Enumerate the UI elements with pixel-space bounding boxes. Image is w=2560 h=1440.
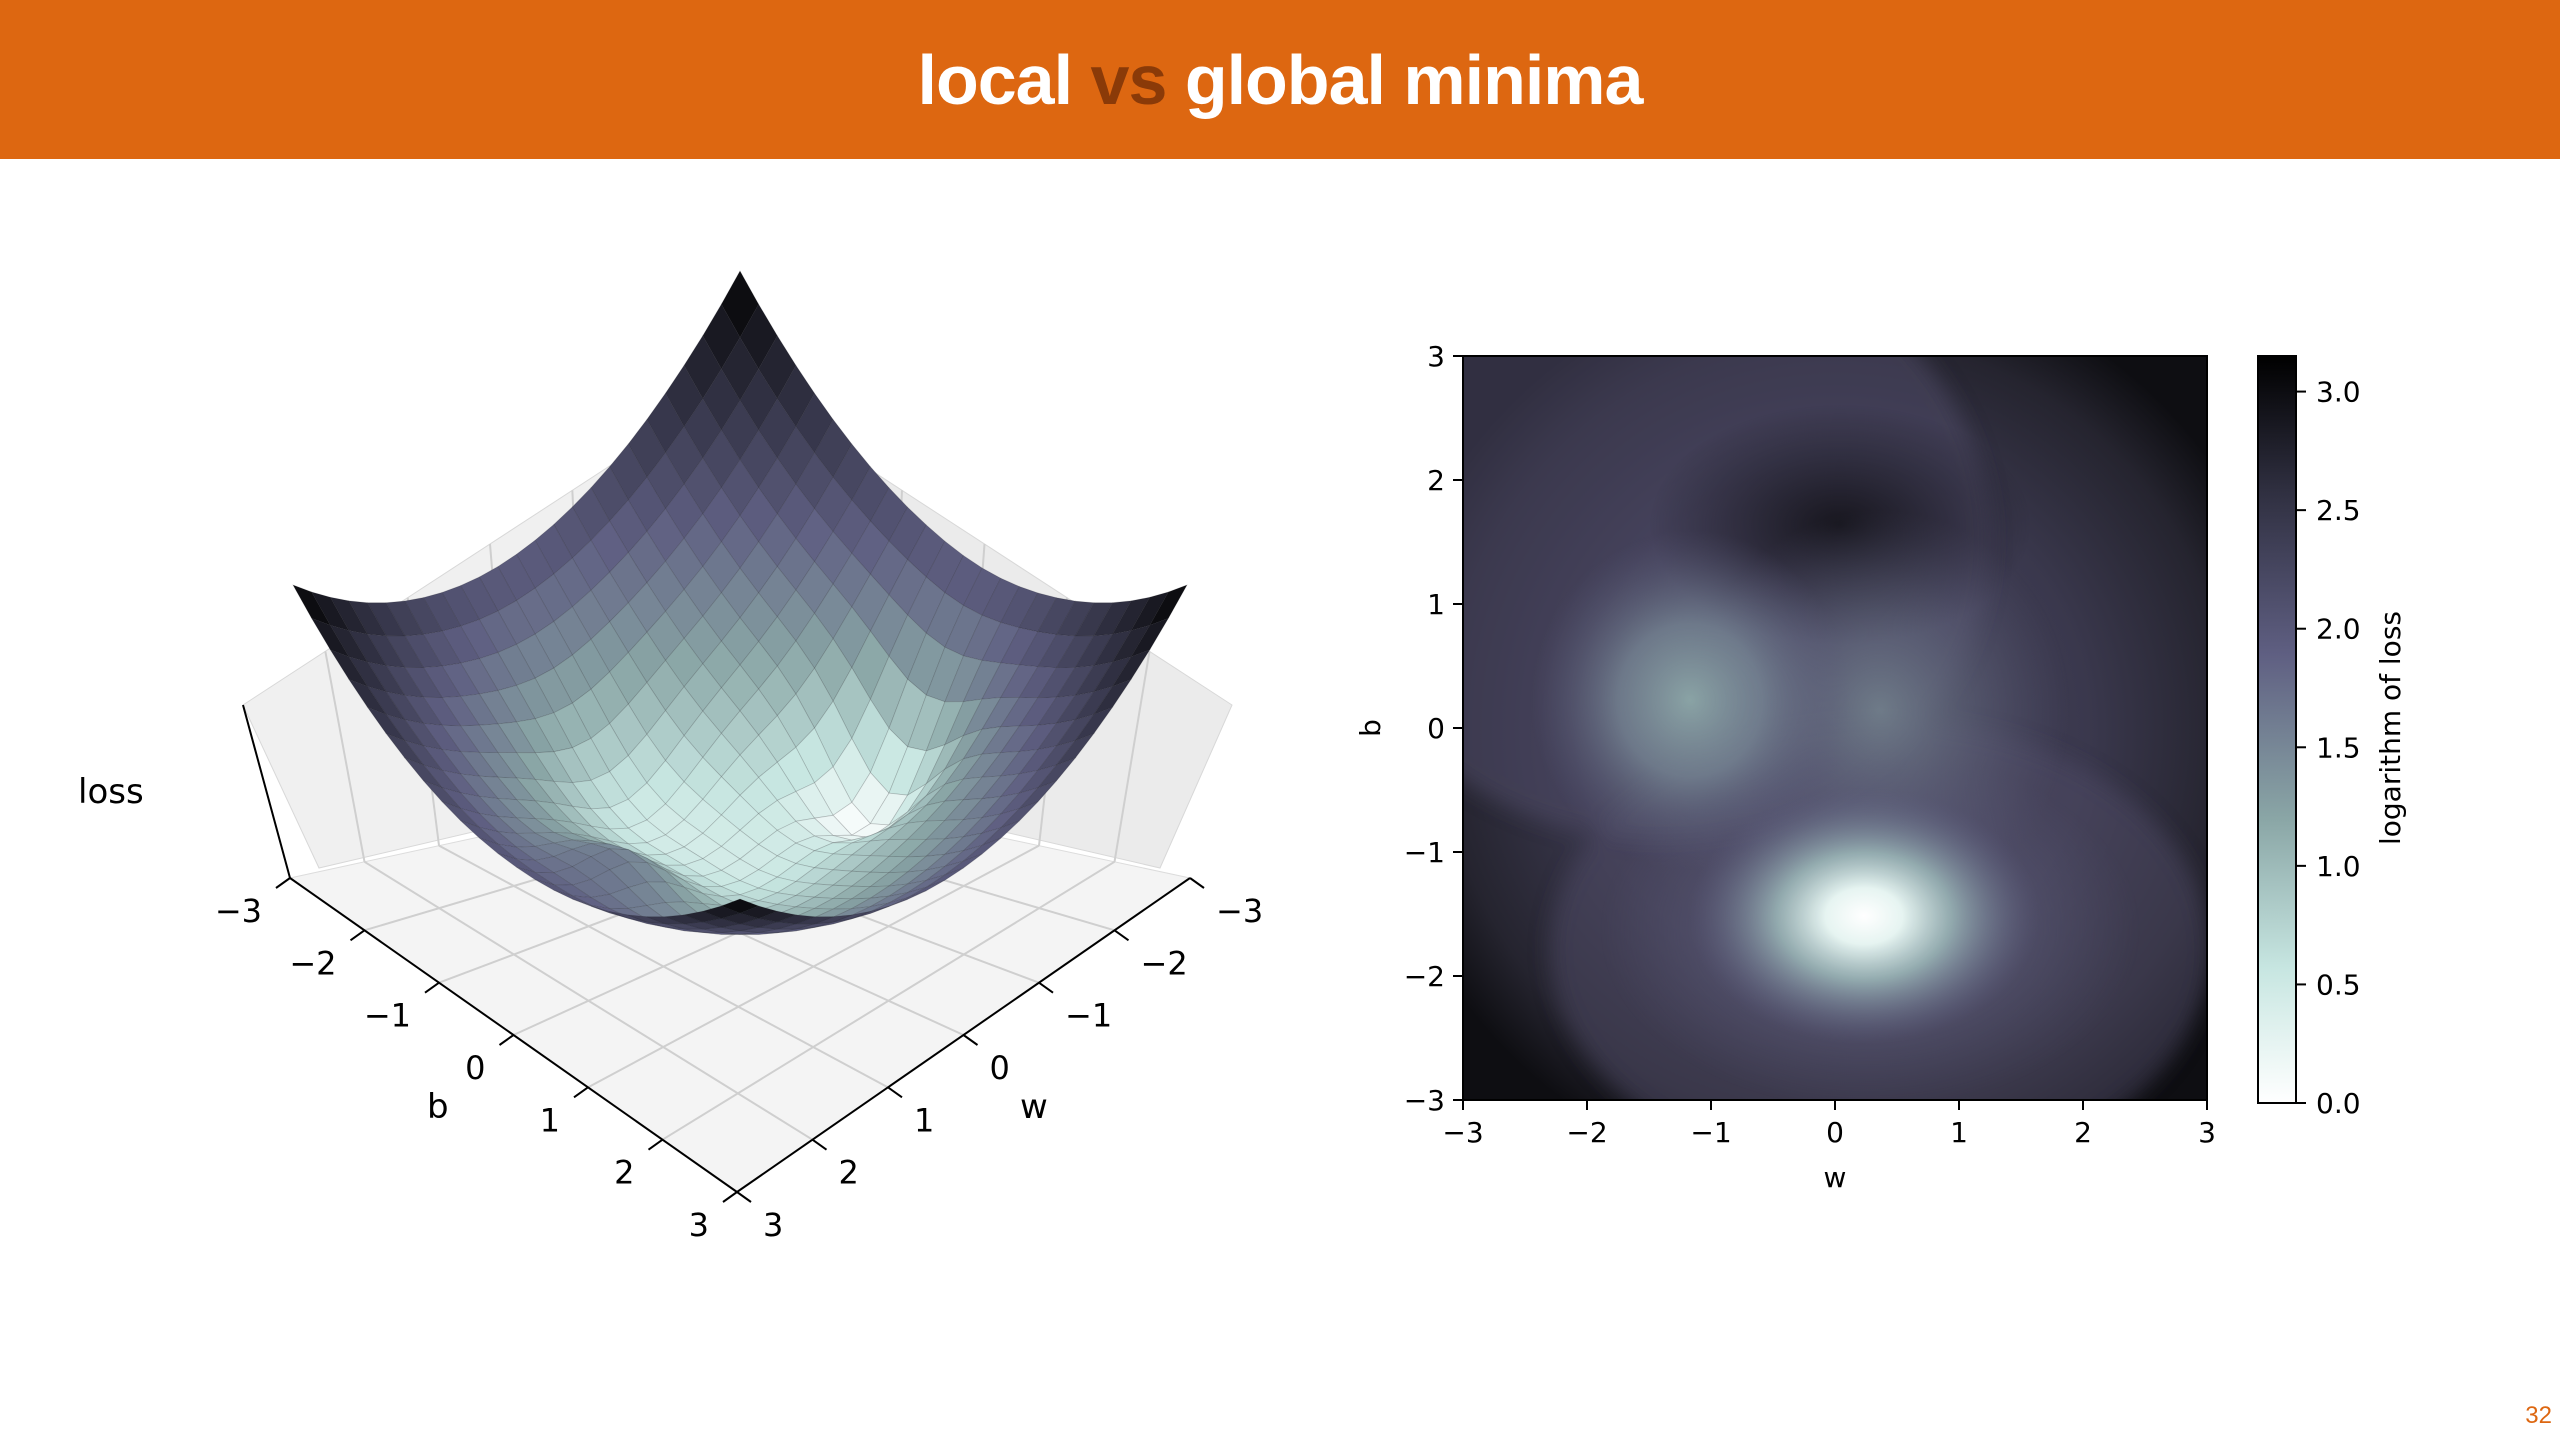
b-tick-mark [498,1034,515,1046]
heatmap-y-label: b [1354,719,1387,737]
heatmap-x-tick-label: −2 [1566,1116,1607,1149]
surface-facet [720,898,760,914]
heatmap-y-tick-label: 3 [1427,340,1445,373]
w-tick-mark [736,1191,752,1203]
b-tick-label: −3 [215,892,262,930]
heatmap-y-ticks: −3 −2 −1 0 1 2 3 [1404,340,1463,1117]
heatmap-x-tick-label: 0 [1826,1116,1844,1149]
colorbar-tick-label: 2.5 [2316,494,2361,527]
b-tick-label: 0 [465,1049,485,1087]
title-local: local [917,40,1074,119]
colorbar-tick-label: 3.0 [2316,376,2361,409]
heatmap-y-tick-label: −2 [1404,960,1445,993]
b-axis-ticks: −3 −2 −1 0 1 2 3 [215,877,738,1244]
heatmap-y-tick-label: −3 [1404,1084,1445,1117]
w-tick-label: 2 [839,1154,859,1192]
heatmap-y-tick-label: −1 [1404,836,1445,869]
b-tick-label: 1 [540,1101,560,1139]
floor-gridline [363,860,814,1141]
colorbar [2257,355,2297,1104]
w-tick-label: −3 [1216,892,1263,930]
heatmap-y-tick-label: 2 [1427,464,1445,497]
b-tick-label: −2 [289,944,336,982]
surface-plot: −3 −2 −1 0 1 2 3 −3 −2 −1 0 1 2 3 loss b w [78,270,1263,1244]
w-tick-label: 1 [914,1101,934,1139]
b-tick-label: 2 [614,1154,634,1192]
z-axis-line [242,704,291,879]
heatmap-x-tick-label: 3 [2198,1116,2216,1149]
heatmap-y-tick-label: 0 [1427,712,1445,745]
slide-title: local vs global minima [918,45,1644,115]
surface-mesh [292,270,1188,935]
heatmap-x-tick-label: 2 [2074,1116,2092,1149]
wall-gridline [1113,651,1151,862]
heatmap-x-tick-label: −3 [1442,1116,1483,1149]
heatmap-x-tick-label: −1 [1690,1116,1731,1149]
b-tick-mark [349,929,366,942]
colorbar-label: logarithm of loss [2374,611,2407,845]
w-axis-label: w [1020,1087,1048,1127]
heatmap-plot: −3 −2 −1 0 1 2 3 −3 −2 −1 0 1 2 3 w b 0.0 0.5 1.0 1.5 2.… [1354,340,2407,1194]
w-tick-mark [811,1138,828,1151]
b-axis-label: b [427,1087,449,1127]
w-tick-label: 0 [990,1049,1010,1087]
b-tick-mark [722,1191,738,1203]
w-tick-label: −1 [1065,997,1112,1035]
b-tick-mark [647,1138,664,1151]
w-tick-mark [1113,929,1130,942]
b-tick-label: −1 [364,997,411,1035]
heatmap-x-ticks: −3 −2 −1 0 1 2 3 [1442,1100,2216,1149]
colorbar-tick-label: 0.0 [2316,1087,2361,1120]
b-tick-label: 3 [689,1206,709,1244]
heatmap-image [1463,356,2207,1100]
colorbar-tick-label: 1.0 [2316,850,2361,883]
slide-header: local vs global minima [0,0,2560,159]
heatmap-x-tick-label: 1 [1950,1116,1968,1149]
w-tick-mark [962,1034,979,1046]
title-global-minima: global minima [1184,40,1644,119]
colorbar-ticks: 0.0 0.5 1.0 1.5 2.0 2.5 3.0 [2296,376,2361,1120]
heatmap-x-label: w [1824,1161,1847,1194]
colorbar-tick-label: 1.5 [2316,731,2361,764]
colorbar-tick-label: 2.0 [2316,613,2361,646]
w-tick-label: 3 [763,1206,783,1244]
w-tick-mark [887,1086,903,1099]
wall-gridline [324,651,366,863]
colorbar-tick-label: 0.5 [2316,968,2361,1001]
b-tick-mark [424,981,440,994]
page-number: 32 [2525,1402,2552,1429]
w-tick-label: −2 [1141,944,1188,982]
z-axis-label: loss [78,772,144,812]
b-tick-mark [573,1086,589,1099]
title-vs: vs [1090,40,1168,119]
w-axis-ticks: −3 −2 −1 0 1 2 3 [736,877,1263,1244]
heatmap-y-tick-label: 1 [1427,588,1445,621]
w-tick-mark [1038,981,1054,994]
b-tick-mark [275,877,291,889]
w-tick-mark [1189,877,1205,889]
